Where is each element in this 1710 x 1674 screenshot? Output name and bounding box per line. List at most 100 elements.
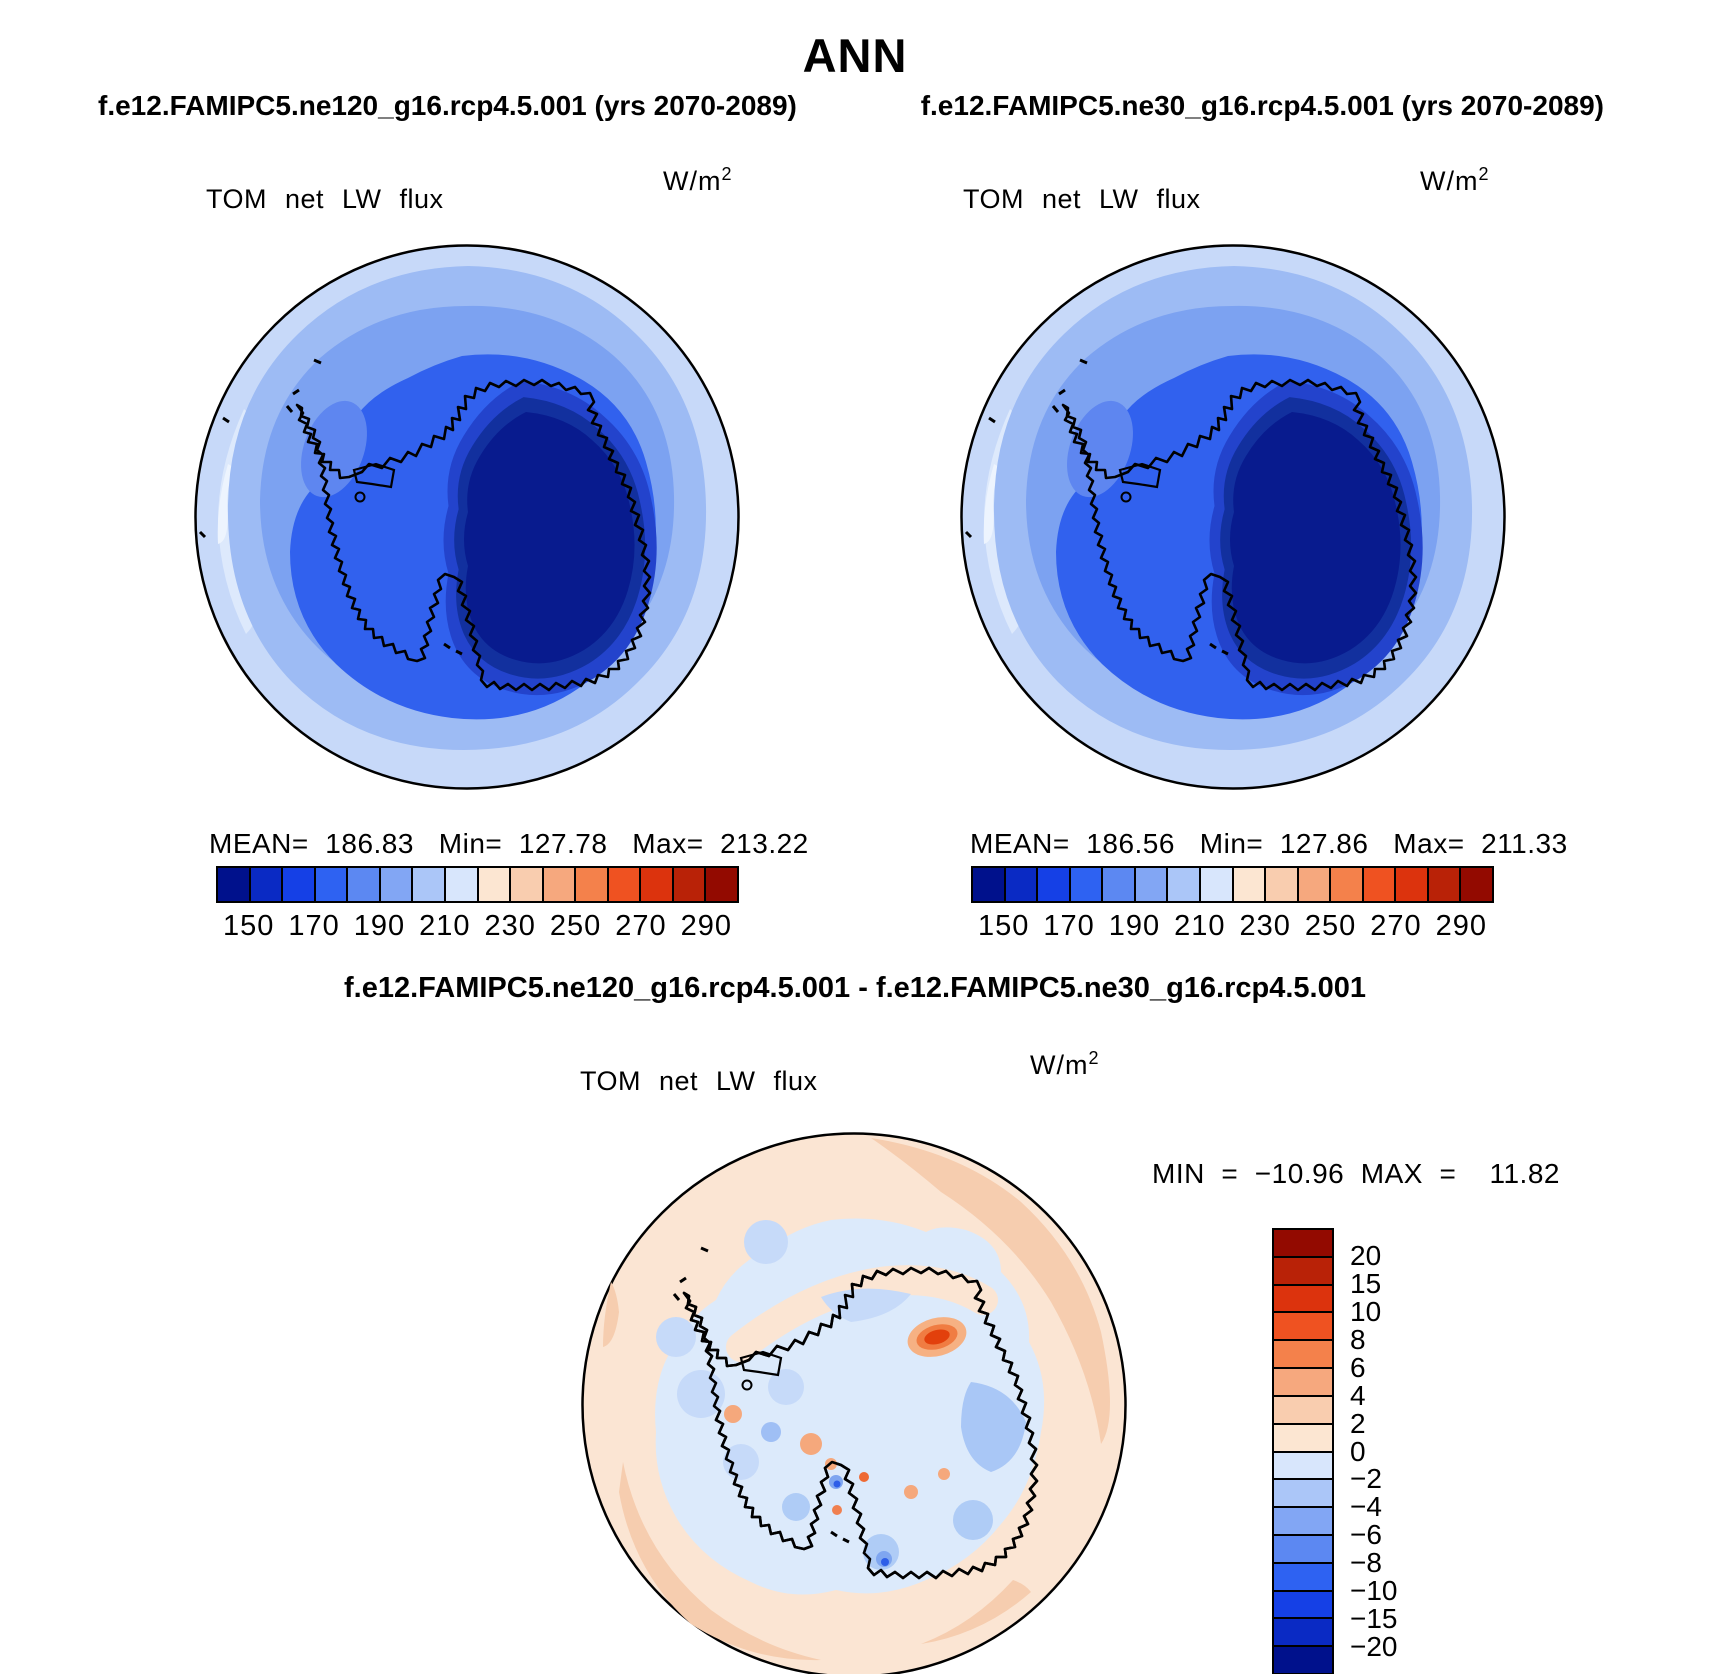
field-label-right: TOM net LW flux <box>963 184 1201 214</box>
blue-patch-w4 <box>761 1422 781 1442</box>
map-difference <box>581 1132 1127 1674</box>
orange-spot-2 <box>800 1433 822 1455</box>
colorbar-cell <box>478 868 512 901</box>
colorbar-cell <box>445 868 479 901</box>
colorbar-cell <box>1038 868 1071 901</box>
colorbar-cell <box>380 868 414 901</box>
colorbar-cell <box>1274 1424 1332 1453</box>
colorbar-cell <box>1274 1369 1332 1397</box>
colorbar-cell <box>1005 868 1039 901</box>
colorbar-cell <box>1396 868 1429 901</box>
colorbar-right <box>971 866 1494 903</box>
blue-patch <box>768 1369 804 1405</box>
colorbar-cell <box>973 868 1006 901</box>
colorbar-cell <box>1274 1257 1332 1286</box>
colorbar-cell <box>1298 868 1332 901</box>
colorbar-cell <box>1274 1341 1332 1370</box>
colorbar-cell <box>1331 868 1364 901</box>
peach-band-ne <box>871 1138 1110 1444</box>
orange-spot-6 <box>832 1505 842 1515</box>
colorbar-cell <box>1266 868 1299 901</box>
colorbar-cell <box>1274 1230 1332 1258</box>
orange-spot-4 <box>904 1485 918 1499</box>
colorbar-cell <box>1274 1508 1332 1536</box>
units-label-left: W/m2 <box>663 164 733 196</box>
small-islands-diff <box>672 1246 850 1544</box>
colorbar-cell <box>1274 1452 1332 1481</box>
shelf-island <box>354 491 366 503</box>
ice-core <box>464 412 635 664</box>
colorbar-diff <box>1272 1228 1334 1674</box>
peach-band-sw <box>619 1462 821 1661</box>
pale-blue-zone <box>655 1218 1045 1595</box>
blue-patch-se <box>953 1500 993 1540</box>
colorbar-cell <box>1274 1619 1332 1648</box>
colorbar-cell <box>1103 868 1136 901</box>
colorbar-cell <box>641 868 674 901</box>
field-label-diff: TOM net LW flux <box>580 1066 818 1096</box>
blue-patch-east <box>961 1382 1026 1472</box>
stats-left: MEAN= 186.83 Min= 127.78 Max= 213.22 <box>209 828 809 859</box>
colorbar-cell <box>576 868 609 901</box>
blue-patch-w1 <box>656 1317 696 1357</box>
colorbar-cell <box>413 868 446 901</box>
colorbar-cell <box>1363 868 1397 901</box>
colorbar-cell <box>1274 1480 1332 1509</box>
orange-spot-7 <box>938 1468 950 1480</box>
field-label-left: TOM net LW flux <box>206 184 444 214</box>
colorbar-cell <box>673 868 707 901</box>
coastal-peach-band <box>726 1265 998 1362</box>
colorbar-cell <box>543 868 577 901</box>
colorbar-cell <box>1233 868 1267 901</box>
colorbar-left <box>216 866 739 903</box>
difference-title: f.e12.FAMIPC5.ne120_g16.rcp4.5.001 - f.e… <box>344 972 1366 1004</box>
colorbar-cell <box>608 868 642 901</box>
colorbar-cell <box>1274 1535 1332 1564</box>
ice-shelf-edge-diff <box>739 1350 783 1377</box>
colorbar-cell <box>706 868 737 901</box>
orange-spot-5 <box>859 1472 869 1482</box>
colorbar-cell <box>1428 868 1462 901</box>
colorbar-cell <box>1274 1591 1332 1620</box>
blue-patch-north <box>821 1288 911 1322</box>
antarctica-coastline <box>295 378 652 692</box>
map-top-left <box>194 244 740 790</box>
peach-band-se <box>921 1580 1031 1644</box>
antarctica-diff-map <box>581 1132 1127 1674</box>
colorbar-right-ticks: 150 170 190 210 230 250 270 290 <box>977 910 1488 942</box>
colorbar-cell <box>1135 868 1169 901</box>
orange-spot-1 <box>724 1405 742 1423</box>
map-top-right <box>960 244 1506 790</box>
blue-patch-w5 <box>782 1493 810 1521</box>
colorbar-cell <box>348 868 381 901</box>
colorbar-cell <box>315 868 349 901</box>
colorbar-cell <box>1274 1285 1332 1314</box>
stats-right: MEAN= 186.56 Min= 127.86 Max= 211.33 <box>970 828 1568 859</box>
dark-blue-spot <box>881 1558 889 1566</box>
colorbar-cell <box>1168 868 1201 901</box>
palest-ocean-edge <box>217 464 235 544</box>
ice-shelf-edge <box>352 462 396 489</box>
colorbar-cell <box>1070 868 1104 901</box>
colorbar-cell <box>1200 868 1234 901</box>
units-label-diff: W/m2 <box>1030 1048 1100 1080</box>
colorbar-cell <box>1461 868 1492 901</box>
antarctica-flux-map <box>194 244 740 790</box>
blue-patch-nw <box>744 1220 788 1264</box>
red-anomaly-core <box>924 1329 950 1345</box>
run-titles: f.e12.FAMIPC5.ne120_g16.rcp4.5.001 (yrs … <box>98 90 1604 122</box>
stats-diff: MIN = −10.96 MAX = 11.82 <box>1152 1158 1560 1189</box>
peach-band-w <box>603 1282 619 1347</box>
ross-islands <box>443 642 463 656</box>
colorbar-left-ticks: 150 170 190 210 230 250 270 290 <box>222 910 733 942</box>
colorbar-diff-ticks: 20 15 10 8 6 4 2 0 −2 −4 −6 −8 −10 −15 −… <box>1350 1239 1398 1663</box>
page-title: ANN <box>802 29 908 82</box>
shelf-island-diff <box>741 1379 753 1391</box>
run-title-left: f.e12.FAMIPC5.ne120_g16.rcp4.5.001 (yrs … <box>98 90 797 121</box>
colorbar-cell <box>1274 1396 1332 1425</box>
units-label-right: W/m2 <box>1420 164 1490 196</box>
colorbar-cell <box>511 868 544 901</box>
peninsula-shelf-flux <box>301 400 367 498</box>
colorbar-cell <box>1274 1563 1332 1592</box>
